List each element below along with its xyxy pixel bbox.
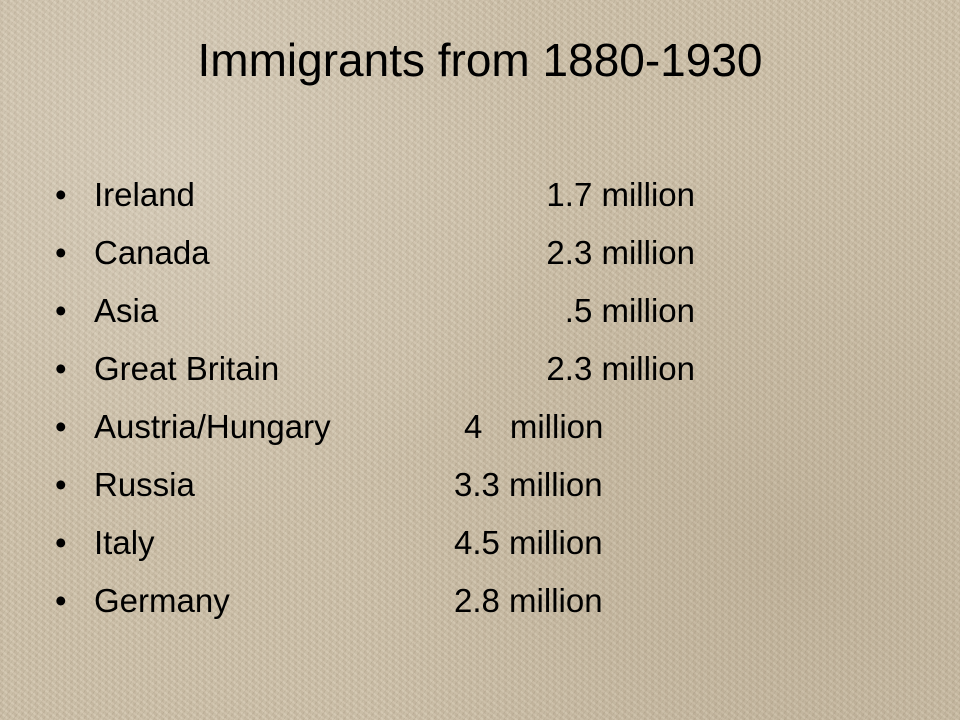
immigrant-amount: 2.3 million [546, 234, 695, 271]
list-item: • Italy 4.5 million [55, 518, 695, 576]
country-label: Ireland [94, 176, 195, 213]
country-label: Asia [94, 292, 159, 329]
immigrant-amount: 1.7 million [546, 176, 695, 213]
country-label: Italy [94, 524, 155, 561]
immigrant-amount: 2.8 million [454, 582, 603, 619]
bullet-icon: • [55, 292, 67, 329]
list-item: • Germany 2.8 million [55, 576, 695, 634]
immigrant-amount: 3.3 million [454, 466, 603, 503]
country-label: Austria/Hungary [94, 408, 331, 445]
list-item: • Russia 3.3 million [55, 460, 695, 518]
immigrant-amount: 2.3 million [546, 350, 695, 387]
slide-title: Immigrants from 1880-1930 [197, 34, 763, 86]
country-label: Great Britain [94, 350, 280, 387]
bullet-icon: • [55, 234, 67, 271]
bullet-icon: • [55, 466, 67, 503]
bullet-icon: • [55, 582, 67, 619]
bullet-icon: • [55, 524, 67, 561]
list-item: • Austria/Hungary 4 million [55, 402, 695, 460]
bullet-list: • Ireland 1.7 million • Canada 2.3 milli… [55, 170, 695, 634]
immigrant-amount: .5 million [564, 292, 695, 329]
immigrant-amount: 4 million [464, 408, 604, 445]
list-item: • Asia .5 million [55, 286, 695, 344]
country-label: Canada [94, 234, 210, 271]
list-item: • Ireland 1.7 million [55, 170, 695, 228]
bullet-icon: • [55, 408, 67, 445]
list-item: • Canada 2.3 million [55, 228, 695, 286]
list-item: • Great Britain 2.3 million [55, 344, 695, 402]
bullet-icon: • [55, 176, 67, 213]
bullet-icon: • [55, 350, 67, 387]
country-label: Germany [94, 582, 230, 619]
country-label: Russia [94, 466, 195, 503]
immigrant-amount: 4.5 million [454, 524, 603, 561]
